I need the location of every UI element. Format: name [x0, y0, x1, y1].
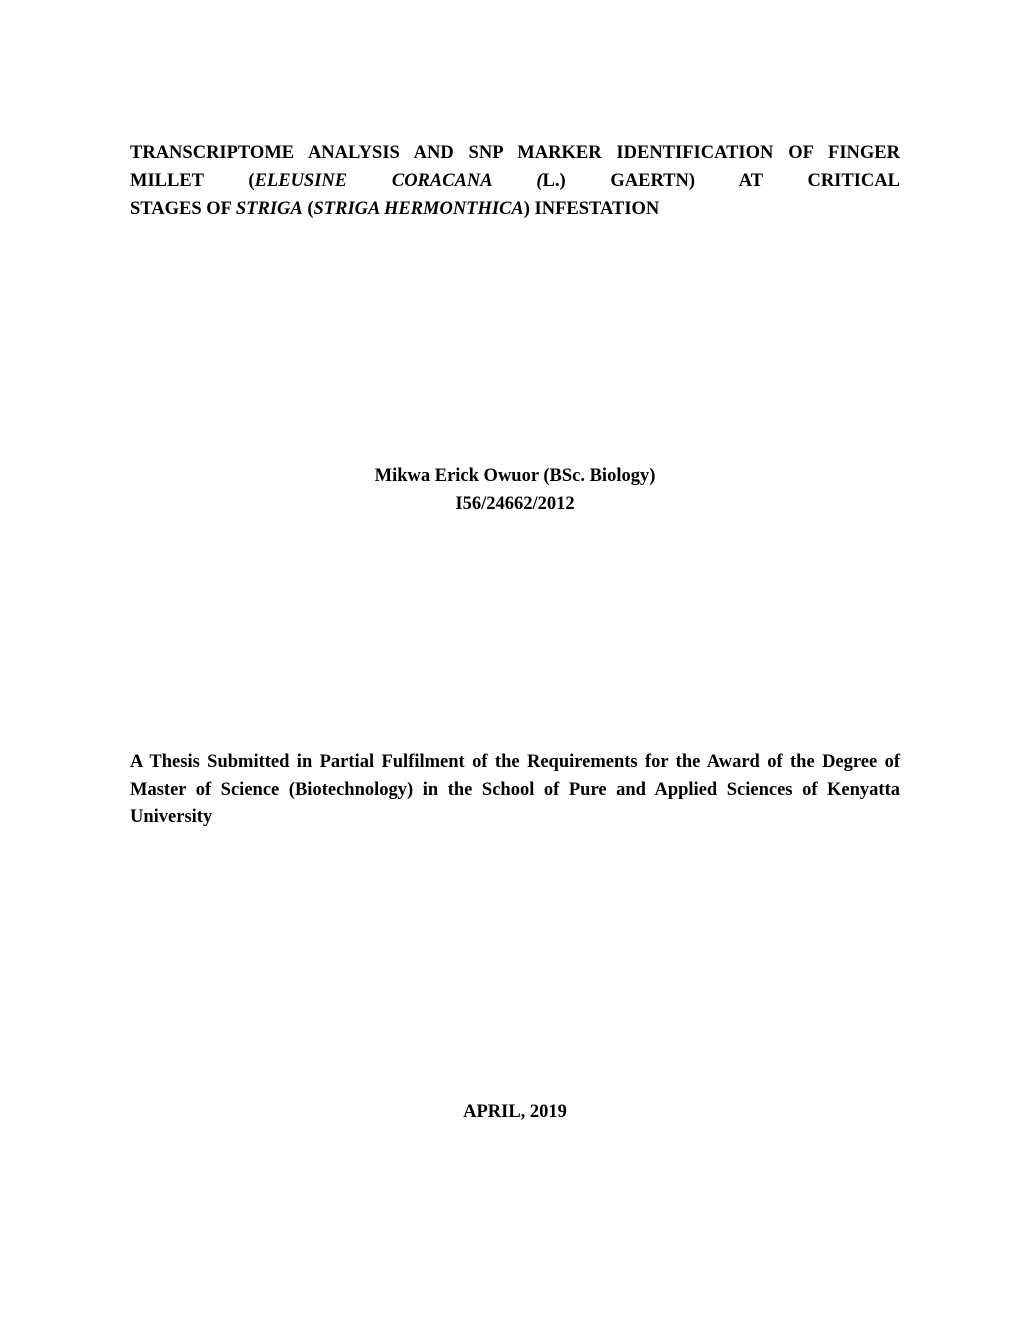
- author-name: Mikwa Erick Owuor (BSc. Biology): [130, 463, 900, 491]
- title-line3-mid: (: [303, 199, 314, 219]
- submission-date: APRIL, 2019: [130, 1102, 900, 1123]
- title-line2-italic: ELEUSINE CORACANA (: [255, 171, 543, 191]
- thesis-title: TRANSCRIPTOME ANALYSIS AND SNP MARKER ID…: [130, 140, 900, 223]
- title-line1: TRANSCRIPTOME ANALYSIS AND SNP MARKER ID…: [130, 143, 813, 163]
- title-line3-italic1: STRIGA: [236, 199, 303, 219]
- title-line3-pre: STAGES OF: [130, 199, 236, 219]
- title-line3-italic2: STRIGA HERMONTHICA: [314, 199, 524, 219]
- thesis-statement: A Thesis Submitted in Partial Fulfilment…: [130, 749, 900, 832]
- author-id: I56/24662/2012: [130, 491, 900, 519]
- author-block: Mikwa Erick Owuor (BSc. Biology) I56/246…: [130, 463, 900, 519]
- title-line2-post: L.) GAERTN) AT CRITICAL: [543, 171, 901, 191]
- title-line3-post: ) INFESTATION: [524, 199, 660, 219]
